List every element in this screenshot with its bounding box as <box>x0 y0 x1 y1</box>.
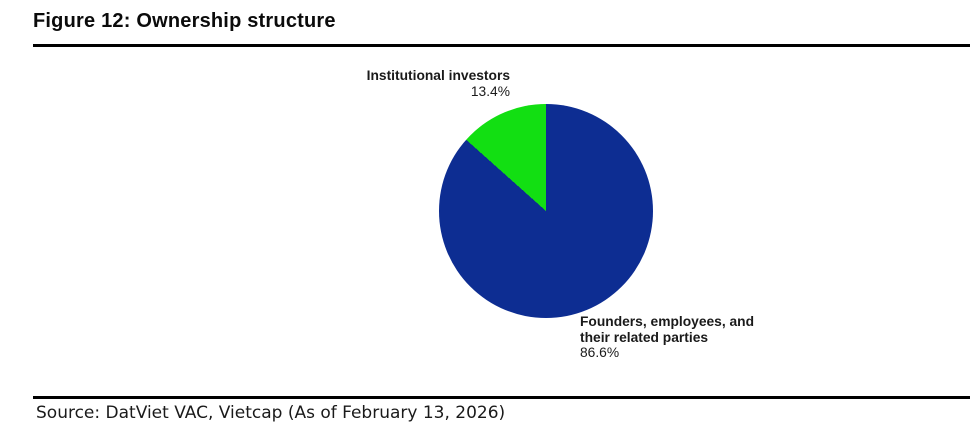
label-founders-name-line2: their related parties <box>580 329 709 345</box>
label-institutional-investors: Institutional investors 13.4% <box>367 68 510 99</box>
figure-title: Figure 12: Ownership structure <box>33 10 336 32</box>
label-founders-value: 86.6% <box>580 345 620 361</box>
top-divider <box>33 44 970 47</box>
bottom-divider <box>33 396 970 399</box>
source-text: Source: DatViet VAC, Vietcap (As of Febr… <box>36 403 506 423</box>
label-founders: Founders, employees, and their related p… <box>580 314 754 361</box>
label-founders-name-line1: Founders, employees, and <box>580 314 755 329</box>
label-institutional-value: 13.4% <box>470 83 510 99</box>
pie-chart <box>439 104 653 318</box>
label-institutional-name: Institutional investors <box>366 68 510 83</box>
